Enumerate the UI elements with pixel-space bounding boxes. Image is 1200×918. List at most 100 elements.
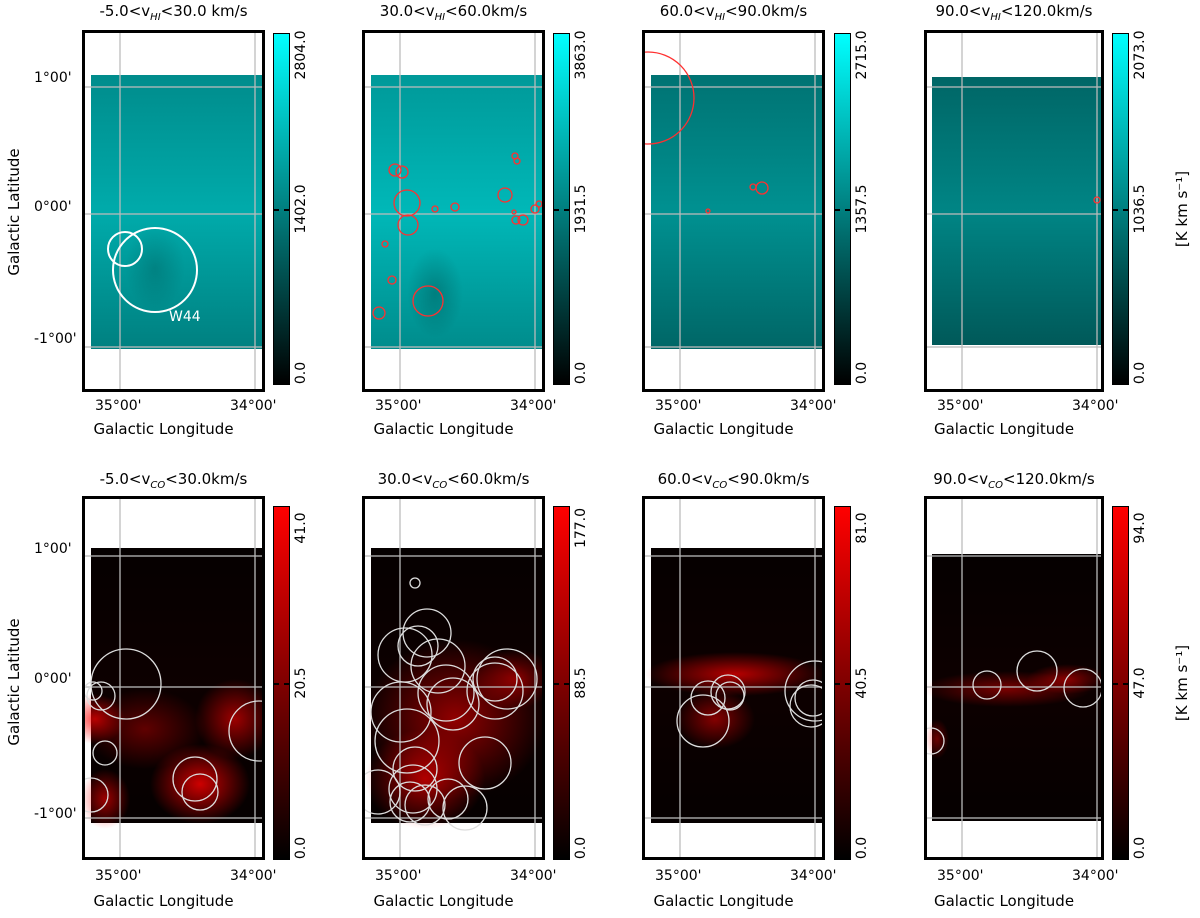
hi-panel-1-image: W44 bbox=[85, 33, 262, 389]
colorbar-tick bbox=[845, 209, 850, 211]
hi-panel-2-map bbox=[362, 30, 545, 392]
overlay-circle bbox=[107, 231, 143, 267]
co-panel-2-map bbox=[362, 496, 545, 860]
hi-panel-3-colorbar-label: 1357.5 bbox=[854, 184, 870, 234]
overlay-circle bbox=[442, 785, 488, 831]
colorbar-tick bbox=[1123, 209, 1128, 211]
overlay-circle bbox=[690, 680, 726, 716]
hi-panel-3-map bbox=[642, 30, 825, 392]
hi-panel-4-title: 90.0<vHI<120.0km/s bbox=[935, 2, 1093, 23]
emission-region bbox=[1027, 664, 1101, 694]
co-panel-1-image bbox=[85, 499, 262, 857]
co-panel-3-colorbar-label: 81.0 bbox=[854, 512, 870, 544]
overlay-circle bbox=[372, 306, 386, 320]
co-panel-2-colorbar-label: 88.5 bbox=[573, 667, 589, 699]
colorbar-tick bbox=[274, 683, 279, 685]
hi-panel-3-colorbar-label: 0.0 bbox=[854, 361, 870, 385]
overlay-circle bbox=[511, 215, 521, 225]
colorbar-tick bbox=[274, 209, 279, 211]
overlay-circle bbox=[412, 285, 444, 317]
overlay-circle bbox=[705, 208, 711, 214]
co-panel-4-x-tick-label: 34°00' bbox=[1072, 868, 1119, 884]
hi-panel-4-intensity-map bbox=[932, 77, 1101, 345]
overlay-circle bbox=[387, 275, 397, 285]
hi-panel-3-x-tick-label: 34°00' bbox=[790, 398, 837, 414]
hi-panel-2-colorbar-label: 3863.0 bbox=[573, 30, 589, 80]
overlay-circle bbox=[755, 181, 769, 195]
overlay-circle bbox=[392, 746, 438, 792]
overlay-circle bbox=[381, 240, 389, 248]
overlay-circle bbox=[784, 660, 822, 722]
overlay-circle bbox=[90, 648, 162, 720]
overlay-circle bbox=[789, 684, 822, 728]
emission-region bbox=[475, 649, 542, 709]
colorbar-tick bbox=[835, 683, 840, 685]
co-panel-2-image bbox=[365, 499, 542, 857]
overlay-circle bbox=[511, 209, 517, 215]
hi-panel-1-x-tick-label: 34°00' bbox=[230, 398, 277, 414]
overlay-circle bbox=[395, 165, 409, 179]
overlay-circle bbox=[397, 214, 419, 236]
y-tick-label: 0°00' bbox=[34, 671, 72, 687]
colorbar-unit-label: [K km s⁻¹] bbox=[1173, 644, 1191, 722]
co-panel-3-image bbox=[645, 499, 822, 857]
overlay-circle bbox=[458, 736, 512, 790]
overlay-circle bbox=[404, 784, 446, 826]
emission-region bbox=[927, 719, 949, 759]
co-panel-3-colorbar-label: 0.0 bbox=[854, 836, 870, 860]
hi-panel-3-colorbar-label: 2715.0 bbox=[854, 30, 870, 80]
colorbar-tick bbox=[1123, 683, 1128, 685]
w44-annotation: W44 bbox=[169, 309, 201, 325]
hi-panel-1-x-axis-label: Galactic Longitude bbox=[93, 420, 234, 438]
colorbar-tick bbox=[564, 209, 569, 211]
co-panel-2-x-tick-label: 35°00' bbox=[375, 868, 422, 884]
hi-panel-1-intensity-map bbox=[91, 75, 262, 349]
overlay-circle bbox=[370, 681, 432, 743]
co-panel-3-x-axis-label: Galactic Longitude bbox=[653, 892, 794, 910]
co-panel-3-title: 60.0<vCO<90.0km/s bbox=[657, 470, 810, 491]
hi-panel-2-title: 30.0<vHI<60.0km/s bbox=[379, 2, 528, 23]
hi-panel-1-title: -5.0<vHI<30.0 km/s bbox=[99, 2, 248, 23]
hi-panel-3-intensity-map bbox=[651, 75, 822, 349]
overlay-circle bbox=[228, 700, 262, 762]
overlay-circle bbox=[497, 187, 513, 203]
hi-panel-1-colorbar bbox=[273, 33, 290, 385]
overlay-circle bbox=[427, 778, 469, 820]
overlay-circle bbox=[410, 638, 466, 694]
overlay-circle bbox=[172, 756, 218, 802]
overlay-circle bbox=[92, 740, 118, 766]
hi-panel-4-image bbox=[927, 33, 1101, 389]
overlay-circle bbox=[417, 664, 475, 722]
co-panel-1-x-tick-label: 35°00' bbox=[95, 868, 142, 884]
overlay-circle bbox=[388, 163, 402, 177]
emission-region bbox=[645, 652, 822, 696]
co-panel-4-colorbar-label: 0.0 bbox=[1132, 836, 1148, 860]
co-panel-4-colorbar-label: 94.0 bbox=[1132, 512, 1148, 544]
hi-panel-2-colorbar-label: 0.0 bbox=[573, 361, 589, 385]
overlay-circle bbox=[450, 202, 460, 212]
overlay-circle bbox=[530, 204, 540, 214]
overlay-circle bbox=[374, 708, 440, 774]
co-panel-3-x-tick-label: 35°00' bbox=[655, 868, 702, 884]
overlay-circle bbox=[426, 677, 480, 731]
colorbar-tick bbox=[564, 683, 569, 685]
co-panel-4-x-tick-label: 35°00' bbox=[937, 868, 984, 884]
co-panel-4-x-axis-label: Galactic Longitude bbox=[933, 892, 1075, 910]
colorbar-tick bbox=[845, 683, 850, 685]
hi-panel-3-colorbar bbox=[834, 33, 851, 385]
hi-panel-4-colorbar-label: 2073.0 bbox=[1132, 30, 1148, 80]
hi-panel-1-colorbar-label: 0.0 bbox=[293, 361, 309, 385]
co-panel-2-x-tick-label: 34°00' bbox=[510, 868, 557, 884]
hi-panel-1-colorbar-label: 1402.0 bbox=[293, 184, 309, 234]
co-panel-1-x-tick-label: 34°00' bbox=[230, 868, 277, 884]
overlay-circle bbox=[535, 200, 542, 208]
hi-panel-4-colorbar bbox=[1112, 33, 1129, 385]
co-panel-4-title: 90.0<vCO<120.0km/s bbox=[933, 470, 1095, 491]
co-panel-4-colorbar bbox=[1112, 506, 1129, 860]
overlay-circle bbox=[397, 625, 439, 667]
emission-region bbox=[675, 689, 755, 749]
co-panel-2-title: 30.0<vCO<60.0km/s bbox=[377, 470, 530, 491]
overlay-circle bbox=[402, 608, 452, 658]
hi-panel-2-x-tick-label: 35°00' bbox=[375, 398, 422, 414]
overlay-circle bbox=[1063, 668, 1101, 708]
